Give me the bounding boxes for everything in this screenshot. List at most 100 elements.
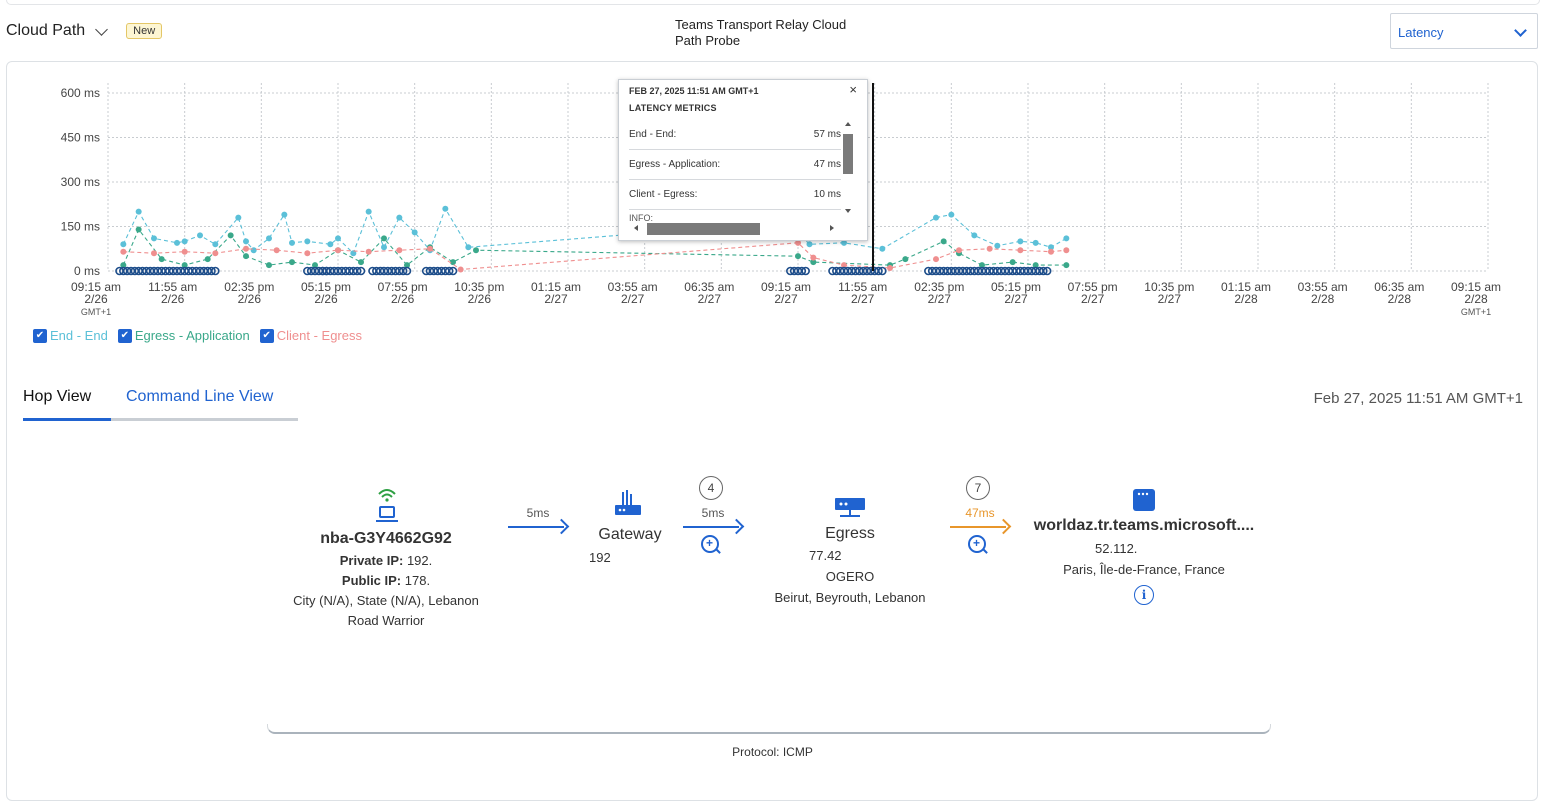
data-point bbox=[235, 214, 242, 221]
scrollbar-thumb[interactable] bbox=[843, 134, 853, 174]
probe-title-line1: Teams Transport Relay Cloud bbox=[675, 17, 847, 32]
x-tick-time: 02:35 pm bbox=[224, 280, 274, 294]
data-point bbox=[933, 256, 939, 263]
tooltip-row-client-egress: Client - Egress: 10 ms bbox=[629, 180, 841, 210]
destination-node[interactable]: worldaz.tr.teams.microsoft.... bbox=[1020, 517, 1268, 535]
tab-command-line-view[interactable]: Command Line View bbox=[126, 388, 274, 405]
egress-node[interactable]: Egress bbox=[805, 525, 895, 543]
client-private-ip: Private IP: 192. bbox=[266, 553, 506, 568]
baseline-marker bbox=[1039, 266, 1048, 276]
checkbox-checked-icon[interactable]: ✔ bbox=[117, 328, 132, 343]
checkbox-checked-icon[interactable]: ✔ bbox=[33, 328, 47, 343]
egress-name: Egress bbox=[825, 525, 875, 542]
x-tick-time: 06:35 am bbox=[684, 280, 734, 294]
x-tick-date: 2/26 bbox=[391, 292, 415, 306]
data-point bbox=[442, 205, 449, 212]
data-point bbox=[887, 265, 893, 272]
legend-end-end[interactable]: ✔ End - End bbox=[33, 328, 108, 343]
y-tick-label: 450 ms bbox=[61, 131, 100, 145]
data-point bbox=[902, 256, 909, 263]
data-point bbox=[473, 247, 479, 254]
data-point bbox=[266, 262, 272, 269]
protocol-label: Protocol: ICMP bbox=[732, 745, 813, 759]
chart-legend: ✔ End - End ✔ Egress - Application ✔ Cli… bbox=[33, 328, 362, 343]
hop-count-badge[interactable]: 7 bbox=[966, 476, 990, 500]
data-point bbox=[181, 262, 188, 269]
data-point bbox=[1063, 247, 1070, 254]
baseline-marker bbox=[398, 266, 408, 276]
arrow-line bbox=[683, 526, 739, 528]
router-icon bbox=[615, 490, 641, 515]
gateway-node[interactable]: Gateway bbox=[585, 526, 675, 544]
y-tick-label: 600 ms bbox=[61, 86, 100, 100]
gateway-ip: 192 bbox=[589, 550, 611, 565]
y-tick-label: 0 ms bbox=[74, 264, 100, 278]
data-point bbox=[427, 245, 433, 252]
cloud-path-header[interactable]: Cloud Path New bbox=[6, 22, 163, 40]
client-name: nba-G3Y4662G92 bbox=[320, 530, 452, 547]
client-node[interactable]: nba-G3Y4662G92 Private IP: 192. Public I… bbox=[266, 530, 506, 628]
link-egress-destination: 47ms bbox=[950, 506, 1012, 535]
x-tick-date: 2/27 bbox=[1004, 292, 1028, 306]
data-point bbox=[135, 226, 142, 233]
x-tick-date: 2/28 bbox=[1234, 292, 1258, 306]
probe-title-line2: Path Probe bbox=[675, 33, 741, 48]
data-point bbox=[396, 247, 403, 254]
zoom-in-icon[interactable]: + bbox=[701, 535, 719, 553]
info-icon[interactable]: i bbox=[1134, 585, 1154, 605]
data-point bbox=[986, 245, 993, 252]
hop-view-timestamp: Feb 27, 2025 11:51 AM GMT+1 bbox=[1313, 390, 1523, 407]
x-tick-date: 2/27 bbox=[1158, 292, 1182, 306]
data-point bbox=[1009, 259, 1016, 266]
x-tick-time: 05:15 pm bbox=[301, 280, 351, 294]
data-point bbox=[841, 239, 847, 246]
data-point bbox=[1017, 247, 1024, 254]
data-point bbox=[810, 259, 817, 266]
x-tick-date: 2/27 bbox=[698, 292, 722, 306]
x-tick-timezone: GMT+1 bbox=[1461, 307, 1491, 317]
data-point bbox=[411, 229, 418, 236]
zoom-in-icon[interactable]: + bbox=[968, 535, 986, 553]
x-tick-date: 2/27 bbox=[928, 292, 952, 306]
x-tick-date: 2/27 bbox=[851, 292, 875, 306]
data-point bbox=[1032, 262, 1039, 269]
data-point bbox=[135, 208, 142, 215]
data-point bbox=[197, 232, 203, 239]
hop-count-badge[interactable]: 4 bbox=[699, 476, 723, 500]
link-client-gateway: 5ms bbox=[508, 506, 570, 535]
close-icon[interactable]: × bbox=[849, 82, 857, 97]
x-tick-time: 09:15 am bbox=[71, 280, 121, 294]
data-point bbox=[979, 262, 985, 269]
tooltip-vertical-scrollbar[interactable] bbox=[842, 122, 854, 214]
metric-select[interactable]: Latency bbox=[1390, 13, 1538, 49]
x-tick-date: 2/26 bbox=[314, 292, 338, 306]
data-point bbox=[151, 250, 157, 257]
scrollbar-thumb[interactable] bbox=[647, 223, 760, 235]
data-point bbox=[806, 241, 813, 248]
data-point bbox=[396, 214, 403, 221]
baseline-marker bbox=[444, 266, 454, 276]
tab-hop-view[interactable]: Hop View bbox=[23, 388, 92, 405]
legend-label: Egress - Application bbox=[134, 328, 250, 343]
baseline-marker bbox=[1042, 266, 1052, 276]
x-tick-time: 09:15 am bbox=[1451, 280, 1501, 294]
data-point bbox=[381, 235, 387, 242]
series-line-client-egress bbox=[123, 242, 1067, 271]
data-point bbox=[365, 248, 372, 255]
chart-series bbox=[115, 205, 1070, 276]
legend-client-egress[interactable]: ✔ Client - Egress bbox=[259, 328, 362, 343]
data-point bbox=[120, 262, 127, 269]
checkbox-checked-icon[interactable]: ✔ bbox=[259, 328, 274, 343]
latency-tooltip: FEB 27, 2025 11:51 AM GMT+1 LATENCY METR… bbox=[618, 79, 868, 241]
x-tick-date: 2/27 bbox=[774, 292, 798, 306]
egress-ip: 77.42 bbox=[809, 548, 842, 563]
tooltip-horizontal-scrollbar[interactable] bbox=[634, 222, 834, 235]
data-point bbox=[243, 253, 249, 260]
link-latency: 5ms bbox=[526, 506, 550, 520]
x-tick-time: 02:35 pm bbox=[914, 280, 964, 294]
link-latency: 5ms bbox=[701, 506, 725, 520]
destination-location: Paris, Île-de-France, France bbox=[1063, 562, 1225, 577]
legend-egress-application[interactable]: ✔ Egress - Application bbox=[117, 328, 250, 343]
x-tick-date: 2/28 bbox=[1311, 292, 1335, 306]
baseline-marker bbox=[874, 266, 883, 276]
